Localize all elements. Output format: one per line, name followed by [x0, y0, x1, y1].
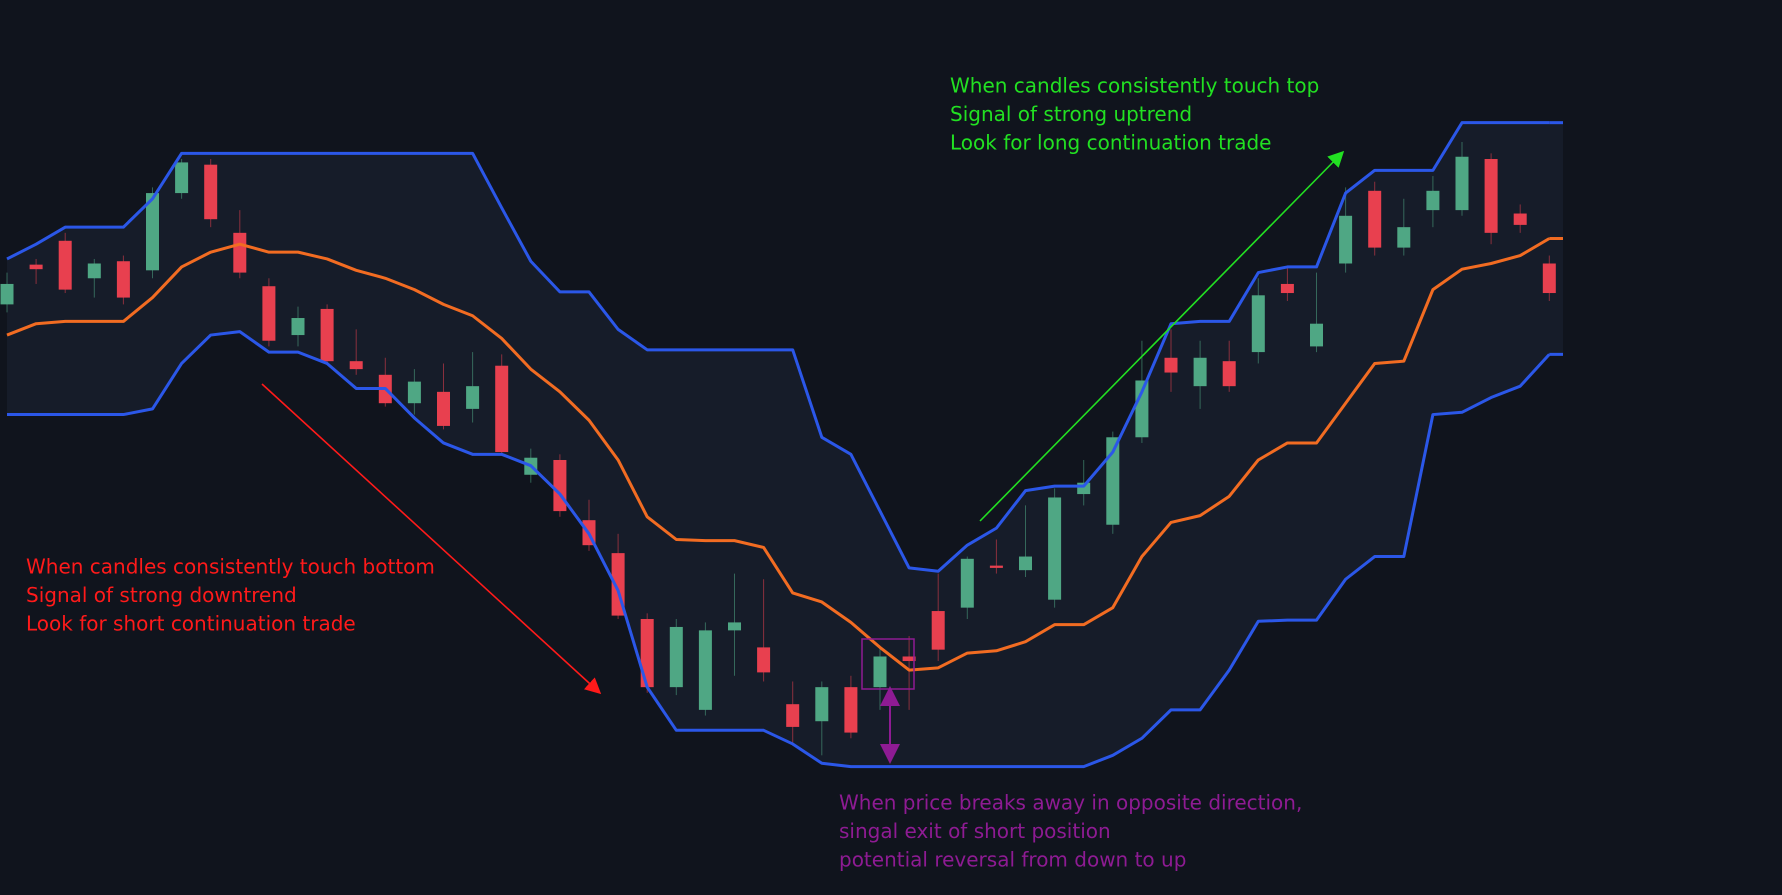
annotations: When candles consistently touch bottom Si…	[26, 74, 1319, 872]
candle-body	[407, 381, 421, 404]
candle-body	[1106, 437, 1120, 525]
annotation-line: potential reversal from down to up	[839, 847, 1186, 871]
annotation-line: Look for long continuation trade	[950, 130, 1271, 154]
candle-body	[116, 261, 130, 298]
candle-body	[204, 164, 218, 220]
candle-body	[728, 622, 741, 631]
candle-body	[1193, 357, 1207, 387]
annotation-line: When price breaks away in opposite direc…	[839, 791, 1302, 815]
candle-body	[1048, 497, 1062, 600]
channel-lower	[7, 330, 1551, 769]
candle-body	[495, 365, 509, 453]
candle-body	[437, 391, 450, 426]
candle-body	[320, 308, 334, 362]
candle-body	[786, 704, 800, 727]
candle-body	[262, 286, 276, 341]
candle-body	[87, 263, 101, 279]
candle-body	[1368, 190, 1382, 248]
annotation-line: singal exit of short position	[839, 819, 1111, 843]
candle-body	[1542, 263, 1556, 294]
candle-body	[1135, 380, 1149, 438]
annotation-line: When candles consistently touch bottom	[26, 555, 435, 579]
candle-body	[1077, 482, 1091, 495]
candle-body	[960, 558, 974, 608]
candle-body	[553, 459, 567, 512]
annotation-line: Signal of strong downtrend	[26, 583, 297, 607]
plot	[0, 121, 1563, 769]
candle-body	[815, 687, 829, 722]
annotation-line: Signal of strong uptrend	[950, 102, 1192, 126]
candle-body	[844, 687, 858, 733]
candle-body	[1339, 215, 1353, 264]
candle-body	[58, 240, 72, 290]
candle-body	[146, 193, 159, 271]
candle-body	[1251, 295, 1265, 353]
candle-body	[931, 611, 945, 650]
up-arrow	[979, 150, 1345, 522]
candle-body	[1164, 357, 1178, 373]
candle-body	[669, 626, 683, 688]
candle-body	[349, 361, 363, 370]
candle-body	[466, 386, 480, 409]
candle-body	[1426, 190, 1440, 211]
candle-body	[0, 283, 14, 305]
down-arrow	[261, 383, 602, 695]
annotation-line: Look for short continuation trade	[26, 611, 356, 635]
candle-body	[1280, 283, 1294, 294]
channel-upper	[6, 121, 1550, 573]
candle-body	[902, 656, 916, 662]
candle-body	[1397, 227, 1411, 248]
candle-body	[873, 656, 887, 688]
candle-body	[29, 264, 43, 270]
candle-body	[291, 318, 305, 336]
candle-body	[175, 162, 189, 194]
annotation-shapes	[261, 150, 1345, 764]
candle-body	[1455, 156, 1469, 211]
candle-body	[233, 232, 247, 273]
candle-body	[1484, 159, 1498, 233]
annotation-line: When candles consistently touch top	[950, 74, 1319, 98]
candle-body	[1310, 323, 1323, 347]
candle-body	[757, 647, 771, 673]
candle-body	[640, 619, 654, 688]
candle-body	[1513, 213, 1527, 225]
candle-body	[1019, 556, 1032, 571]
candle-body	[698, 630, 712, 710]
candle-body	[1222, 361, 1236, 387]
candle-body	[989, 565, 1003, 568]
channel-middle	[6, 237, 1551, 672]
